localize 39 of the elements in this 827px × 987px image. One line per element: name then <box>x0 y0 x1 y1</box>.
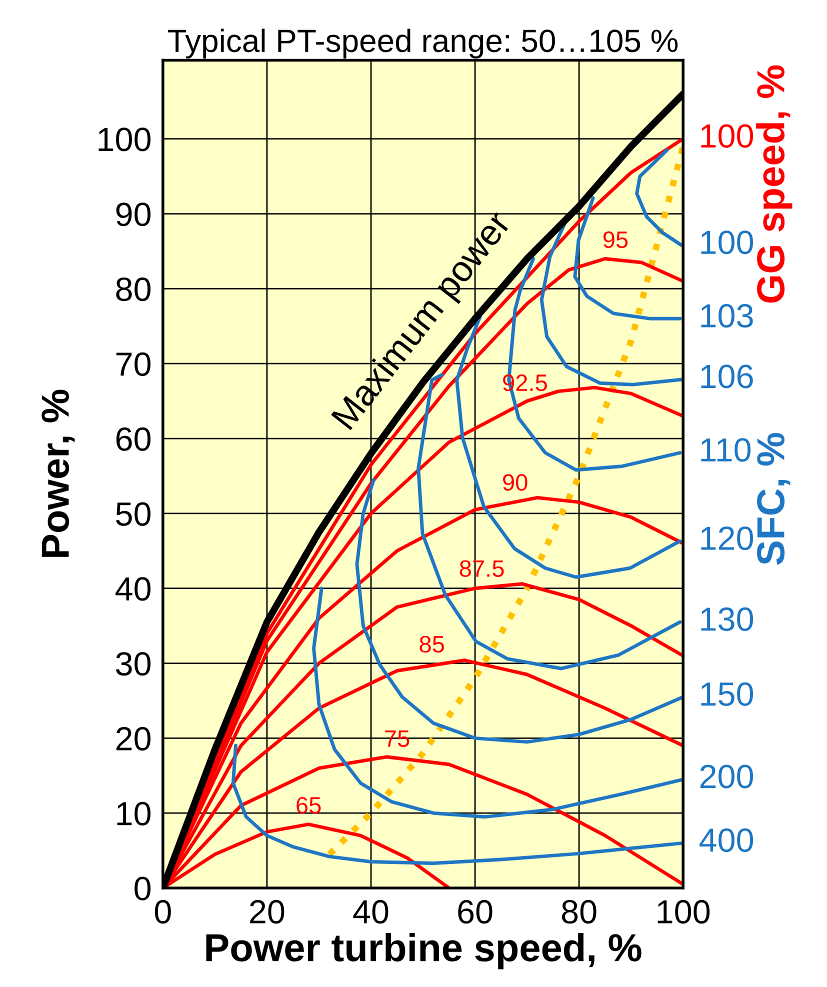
series-label: 110 <box>701 438 751 462</box>
x-tick-label: 100 <box>658 900 710 924</box>
y-tick-label: 90 <box>116 202 151 226</box>
annotation: 100 <box>701 124 754 148</box>
text: GG speed, % <box>756 65 792 303</box>
y-tick-label: 40 <box>116 577 151 601</box>
y-tick-label: 30 <box>116 652 151 676</box>
x-tick-label: 80 <box>562 900 596 924</box>
series-label: 103 <box>701 304 753 328</box>
x-tick-label: 60 <box>458 900 492 924</box>
x-tick-label: 20 <box>250 900 284 924</box>
y-tick-label: 20 <box>116 726 151 751</box>
y-tick-label: 10 <box>117 802 151 826</box>
series-label: 200 <box>700 764 754 788</box>
series-label: 100 <box>701 230 754 254</box>
y-tick-label: 100 <box>98 128 151 152</box>
series-label: 400 <box>699 828 754 852</box>
x-tick-label: 0 <box>154 900 171 924</box>
x-tick-label: 40 <box>353 900 388 924</box>
x-axis-title: Power turbine speed, % <box>206 932 642 970</box>
series-label: 106 <box>701 364 753 388</box>
line-series <box>635 148 684 247</box>
text: SFC, % <box>757 432 790 565</box>
annotation: 65 <box>296 796 321 814</box>
y-tick-label: 70 <box>116 352 151 376</box>
y-tick-label: 60 <box>116 427 151 451</box>
annotation: 90 <box>503 474 528 491</box>
y-axis-title: Power, % <box>42 390 75 557</box>
line-series <box>455 314 682 579</box>
chart-title: Typical PT-speed range: 50…105 % <box>168 28 678 58</box>
annotation: 95 <box>603 231 628 248</box>
series-label: 120 <box>701 526 754 550</box>
y-tick-label: 50 <box>116 502 151 526</box>
line-series <box>573 196 682 320</box>
series-label: 150 <box>701 682 754 706</box>
y-tick-label: 0 <box>134 876 151 900</box>
series-label: 130 <box>701 607 754 632</box>
y-tick-label: 80 <box>116 277 151 302</box>
annotation: 85 <box>420 636 444 653</box>
